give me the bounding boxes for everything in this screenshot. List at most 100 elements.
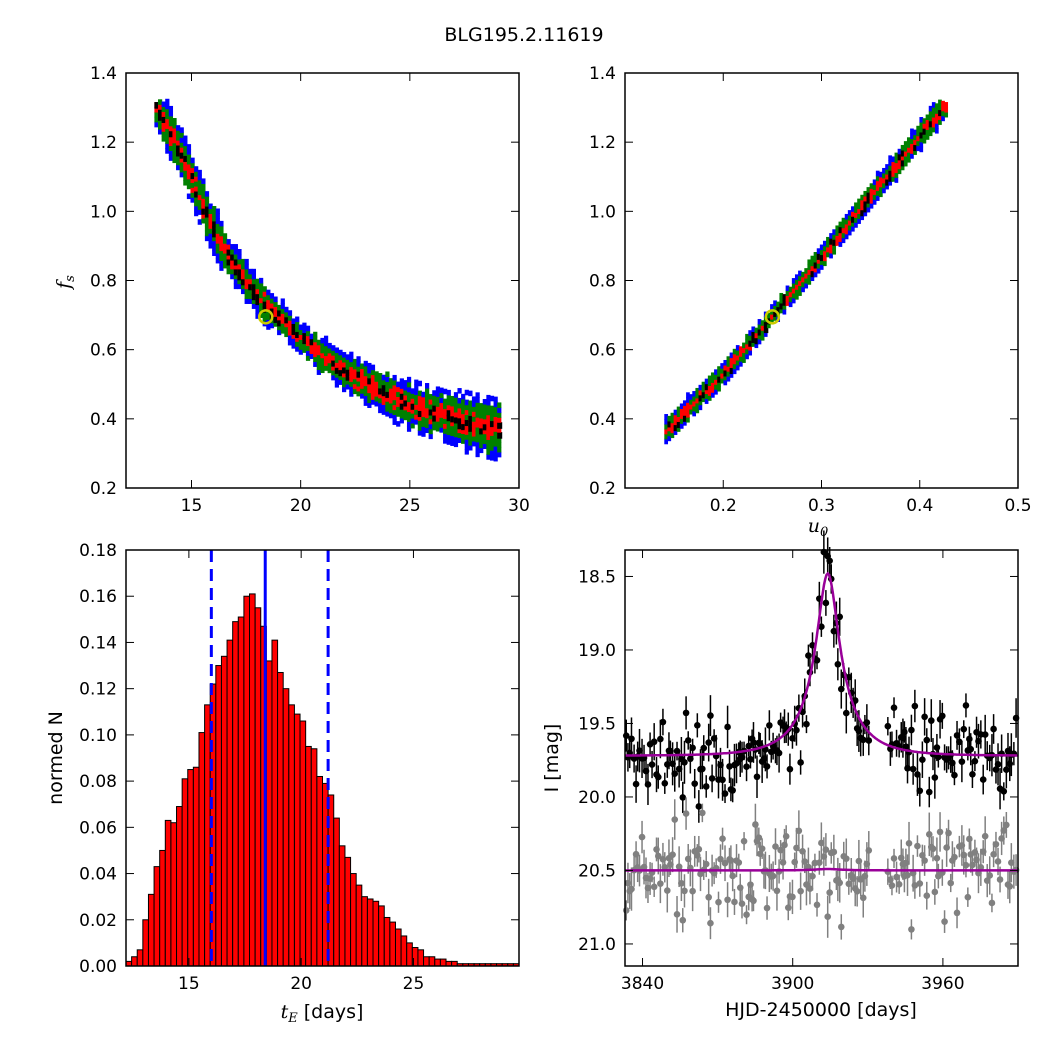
density-cell-inner: [392, 384, 397, 391]
density-cell-middle: [320, 357, 325, 364]
density-cell-outer: [342, 352, 347, 358]
density-cell-inner: [374, 386, 379, 392]
density-cell-outer: [729, 372, 734, 378]
density-cell-middle: [197, 189, 202, 196]
density-cell-middle: [468, 430, 473, 436]
density-cell-middle: [457, 432, 462, 439]
density-cell-inner: [255, 288, 260, 295]
density-cell-middle: [742, 342, 746, 349]
comparison-data-point: [964, 893, 972, 901]
density-cell-best-chains: [295, 331, 301, 339]
density-cell-inner: [720, 373, 725, 379]
density-cell-outer: [443, 388, 448, 395]
density-cell-inner: [399, 388, 404, 394]
x-tick-label: 3840: [621, 974, 664, 994]
density-cell-outer: [916, 145, 921, 152]
density-cell-middle: [928, 115, 933, 122]
event-data-point: [657, 735, 664, 743]
density-cell-best-chains: [345, 369, 351, 376]
density-cell-outer: [291, 318, 296, 324]
event-data-point: [830, 627, 838, 635]
comparison-data-point: [830, 848, 838, 856]
event-data-point: [695, 803, 703, 810]
density-cell-outer: [165, 143, 170, 149]
histogram-bar: [204, 704, 211, 967]
histogram-bar: [237, 616, 245, 967]
density-cell-outer: [453, 441, 459, 448]
density-cell-outer: [863, 210, 868, 217]
density-cell-inner: [461, 428, 466, 434]
comparison-data-point: [735, 859, 743, 866]
density-cell-middle: [176, 130, 181, 136]
comparison-data-point: [890, 855, 898, 862]
event-data-point: [916, 787, 924, 795]
density-cell-middle: [925, 129, 930, 135]
density-cell-middle: [493, 436, 498, 442]
density-cell-outer: [399, 383, 404, 389]
event-data-point: [904, 764, 911, 772]
density-cell-middle: [215, 243, 220, 249]
density-cell-outer: [785, 285, 790, 292]
density-cell-middle: [179, 132, 184, 138]
density-cell-middle: [745, 333, 749, 340]
density-cell-inner: [941, 105, 945, 112]
density-cell-outer: [157, 128, 163, 135]
comparison-data-point: [931, 888, 939, 896]
density-cell-middle: [479, 412, 484, 419]
density-cell-outer: [931, 102, 936, 108]
event-data-point: [949, 759, 956, 767]
density-cell-inner: [891, 171, 896, 177]
comparison-data-point: [789, 893, 796, 901]
density-cell-outer: [493, 455, 498, 462]
density-cell-outer: [363, 400, 368, 406]
density-cell-inner: [244, 278, 249, 285]
density-cell-middle: [190, 182, 195, 188]
density-cell-inner: [461, 413, 466, 420]
event-data-point: [960, 725, 968, 733]
density-cell-inner: [352, 368, 358, 375]
y-tick-label: 20.5: [578, 861, 616, 881]
density-cell-outer: [891, 156, 896, 162]
density-cell-inner: [222, 243, 228, 249]
density-cell-outer: [435, 391, 441, 397]
density-cell-middle: [670, 432, 675, 439]
density-cell-inner: [807, 269, 812, 275]
density-cell-middle: [363, 365, 368, 372]
density-cell-middle: [464, 404, 469, 411]
density-cell-outer: [378, 402, 383, 409]
density-cell-middle: [165, 128, 170, 134]
density-cell-middle: [385, 371, 390, 378]
density-cell-outer: [277, 329, 282, 336]
density-cell-outer: [381, 409, 386, 415]
density-cell-best-chains: [237, 273, 243, 281]
density-cell-outer: [788, 301, 793, 308]
density-cell-middle: [468, 410, 473, 416]
density-cell-inner: [486, 429, 491, 436]
event-data-point: [927, 717, 935, 724]
density-cell-inner: [732, 358, 737, 365]
density-cell-inner: [710, 382, 715, 388]
density-cell-outer: [334, 347, 340, 354]
density-cell-middle: [835, 225, 840, 231]
density-cell-middle: [172, 157, 177, 164]
density-cell-middle: [273, 321, 278, 327]
density-cell-middle: [269, 298, 275, 304]
density-cell-middle: [378, 373, 383, 379]
density-cell-outer: [720, 363, 725, 369]
density-cell-middle: [406, 411, 412, 417]
density-cell-outer: [302, 322, 307, 329]
density-cell-outer: [475, 397, 480, 403]
density-cell-outer: [363, 360, 368, 367]
comparison-data-point: [663, 887, 671, 894]
density-cell-best-chains: [468, 425, 474, 432]
density-cell-inner: [435, 411, 441, 417]
comparison-data-point: [779, 859, 787, 866]
density-cell-inner: [396, 386, 401, 393]
density-cell-inner: [738, 346, 743, 352]
density-cell-outer: [204, 191, 210, 197]
density-cell-middle: [172, 122, 177, 129]
density-cell-inner: [679, 408, 684, 414]
density-cell-inner: [944, 102, 949, 108]
comparison-data-point: [772, 843, 779, 850]
density-cell-outer: [847, 210, 852, 216]
